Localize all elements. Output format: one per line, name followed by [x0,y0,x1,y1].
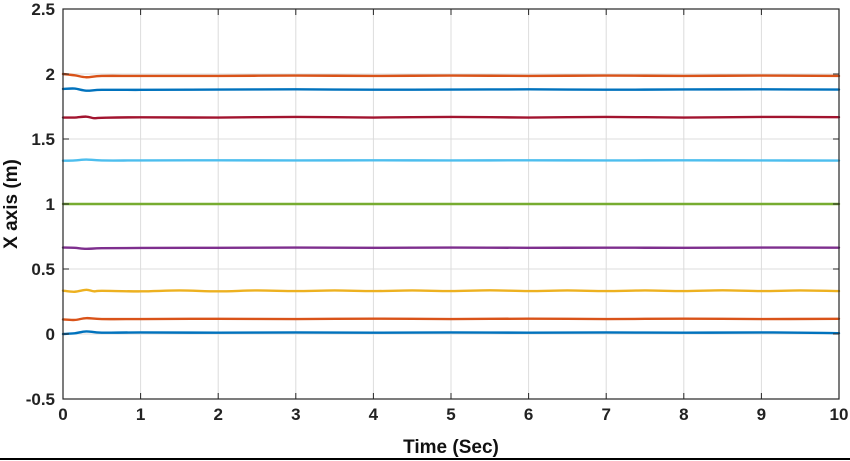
x-tick-label: 4 [369,405,379,424]
y-tick-label: 2 [46,65,55,84]
x-tick-label: 6 [524,405,533,424]
x-tick-label: 10 [830,405,849,424]
x-tick-label: 7 [601,405,610,424]
x-tick-label: 2 [213,405,222,424]
x-tick-label: 8 [679,405,688,424]
x-tick-label: 1 [136,405,145,424]
series-line-3 [61,115,841,120]
x-tick-label: 0 [58,405,67,424]
y-tick-label: 0 [46,325,55,344]
x-tick-label: 3 [291,405,300,424]
series-line-2 [61,87,841,92]
series-group [61,72,841,336]
y-tick-label: -0.5 [26,390,55,409]
x-tick-labels: 0 1 2 3 4 5 6 7 8 9 10 [58,405,848,424]
series-line-8 [61,316,841,322]
x-tick-label: 9 [757,405,766,424]
series-line-1 [61,72,841,79]
y-tick-label: 2.5 [31,0,55,19]
series-line-9 [61,330,841,336]
x-axis-title: Time (Sec) [403,437,499,458]
series-line-4 [61,158,841,162]
x-tick-label: 5 [446,405,455,424]
series-line-7 [61,288,841,293]
y-tick-label: 1.5 [31,130,55,149]
y-tick-label: 1 [46,195,55,214]
series-line-6 [61,246,841,251]
y-tick-label: 0.5 [31,260,55,279]
y-axis-title: X axis (m) [1,159,22,249]
tick-marks [62,8,840,400]
y-tick-labels: -0.5 0 0.5 1 1.5 2 2.5 [26,0,55,409]
